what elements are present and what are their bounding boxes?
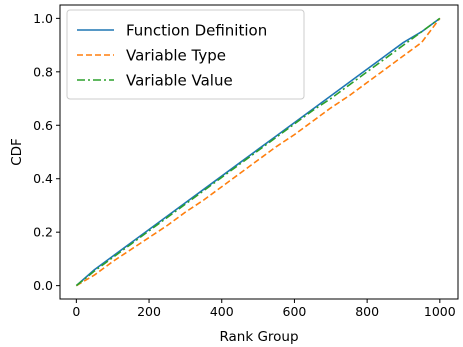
legend-label-0: Function Definition [126, 22, 267, 40]
series-lines [75, 17, 441, 287]
x-axis-title: Rank Group [219, 329, 298, 345]
series-line-2 [75, 17, 441, 287]
y-axis-title: CDF [9, 138, 25, 166]
x-tick-label: 600 [283, 304, 307, 319]
legend-items: Function Definition Variable Type Variable… [77, 22, 267, 90]
legend-box [66, 9, 305, 100]
x-tick-label: 400 [210, 304, 234, 319]
series-line-0 [75, 17, 441, 287]
legend-label-2: Variable Value [126, 72, 233, 90]
x-axis-ticks: 0 200 400 600 800 1000 [72, 299, 456, 319]
legend-label-1: Variable Type [126, 47, 226, 65]
x-tick-label: 800 [355, 304, 379, 319]
y-tick-label: 0.0 [33, 278, 53, 293]
x-tick-label: 200 [137, 304, 161, 319]
y-tick-label: 0.8 [33, 64, 53, 79]
x-tick-label: 0 [72, 304, 80, 319]
y-tick-label: 0.2 [33, 225, 53, 240]
series-line-1 [75, 17, 441, 287]
legend: Function Definition Variable Type Variable… [66, 9, 305, 100]
y-axis-ticks: 0.0 0.2 0.4 0.6 0.8 1.0 [33, 11, 60, 293]
x-tick-label: 1000 [424, 304, 456, 319]
y-tick-label: 1.0 [33, 11, 53, 26]
y-tick-label: 0.6 [33, 118, 53, 133]
plot-frame [59, 4, 459, 300]
y-tick-label: 0.4 [33, 171, 53, 186]
